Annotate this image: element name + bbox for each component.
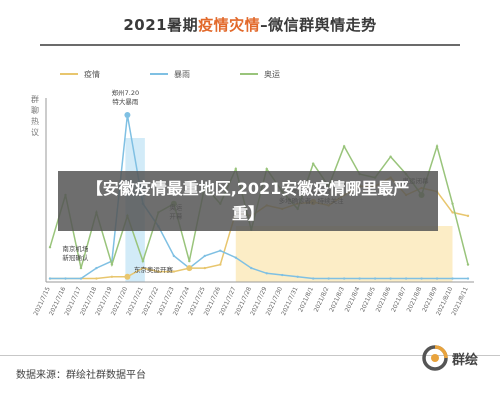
legend-label: 疫情 [84,69,100,79]
data-point [48,246,52,249]
data-point [172,270,176,273]
title-part-3: –微信群舆情走势 [260,16,377,34]
title-underline [40,44,460,46]
legend-label: 暴雨 [174,70,190,79]
data-point [265,272,268,275]
y-axis-label-char: 群 [31,94,39,104]
data-point [389,277,392,280]
legend-label: 奥运 [264,69,280,79]
title-part-2: 疫情灾情 [198,16,261,34]
data-point [466,214,470,218]
data-point [188,259,191,263]
data-point [451,277,454,280]
annotation-text: 东京奥运开赛 [134,265,174,274]
y-axis-label-char: 热 [31,116,39,126]
title-part-1: 2021暑期 [123,16,199,34]
data-point [311,277,315,280]
headline-text: 【安徽疫情最重地区,2021安徽疫情哪里最严重】 [86,179,410,223]
data-point [95,266,98,270]
data-point [234,256,237,259]
data-point [110,275,114,278]
data-point [420,277,423,280]
data-point [311,162,315,165]
data-point [281,273,284,277]
annotation-text: 特大暴雨 [112,97,139,106]
data-point [435,277,439,280]
data-point [250,266,253,270]
data-point [404,277,408,280]
data-point [79,266,83,270]
data-point [265,167,268,171]
data-point [219,263,222,266]
data-point [342,145,346,148]
data-point [342,277,346,280]
brand-name: 群绘 [452,352,479,368]
brand-logo-icon [422,345,448,371]
data-point [157,270,160,273]
data-point [466,277,470,280]
data-point [358,277,361,280]
annotation-marker [124,273,131,280]
data-point [48,277,52,280]
data-point [234,167,237,171]
data-point [466,263,470,266]
data-point [451,211,454,214]
data-point [373,277,377,280]
chart-title: 2021暑期疫情灾情–微信群舆情走势 [0,14,500,35]
data-point [203,254,207,258]
data-point [296,275,299,278]
annotation-text: 郑州7.20 [112,89,139,97]
data-point [95,277,98,280]
brand-logo: 群绘 [422,345,478,371]
data-point [141,266,145,270]
y-axis-label-char: 聊 [31,106,39,115]
headline-overlay: 【安徽疫情最重地区,2021安徽疫情哪里最严重】 [58,171,438,231]
data-point [172,254,176,258]
y-axis-label-char: 议 [31,128,39,137]
data-point [451,202,454,205]
data-point [79,277,83,280]
annotation-text: 南京机场 [62,244,89,253]
data-point [327,277,330,280]
shaded-period [235,226,453,282]
annotation-text: 新冠确认 [62,253,89,262]
data-point [141,259,145,263]
data-point [219,249,222,252]
data-point [110,263,114,266]
data-point [203,266,207,270]
footer-divider [0,355,500,356]
annotation-marker [124,111,131,118]
annotation-marker [186,265,193,272]
data-point [435,145,439,148]
data-source: 数据来源：群绘社群数据平台 [16,370,146,381]
data-point [64,277,67,280]
data-point [389,155,392,158]
